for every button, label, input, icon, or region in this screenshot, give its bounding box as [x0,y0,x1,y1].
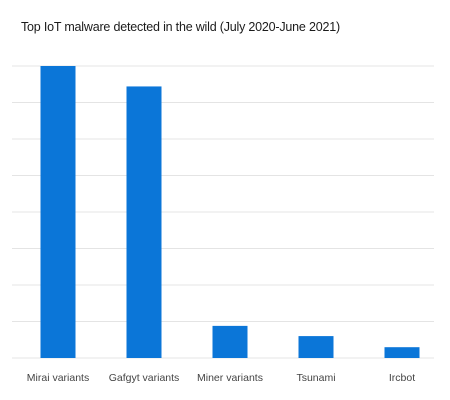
bar-mirai-variants [40,66,76,358]
category-label: Tsunami [296,372,335,384]
category-label: Mirai variants [27,372,89,384]
category-label: Miner variants [197,372,263,384]
category-label: Gafgyt variants [109,372,180,384]
category-labels: Mirai variants Gafgyt variants Miner varia… [27,372,415,384]
bar-ircbot [384,347,420,358]
chart-title: Top IoT malware detected in the wild (Ju… [21,20,340,34]
bar-miner-variants [212,325,248,358]
bars [40,66,420,358]
category-label: Ircbot [389,372,415,384]
bar-tsunami [298,336,334,358]
bar-gafgyt-variants [126,86,162,358]
